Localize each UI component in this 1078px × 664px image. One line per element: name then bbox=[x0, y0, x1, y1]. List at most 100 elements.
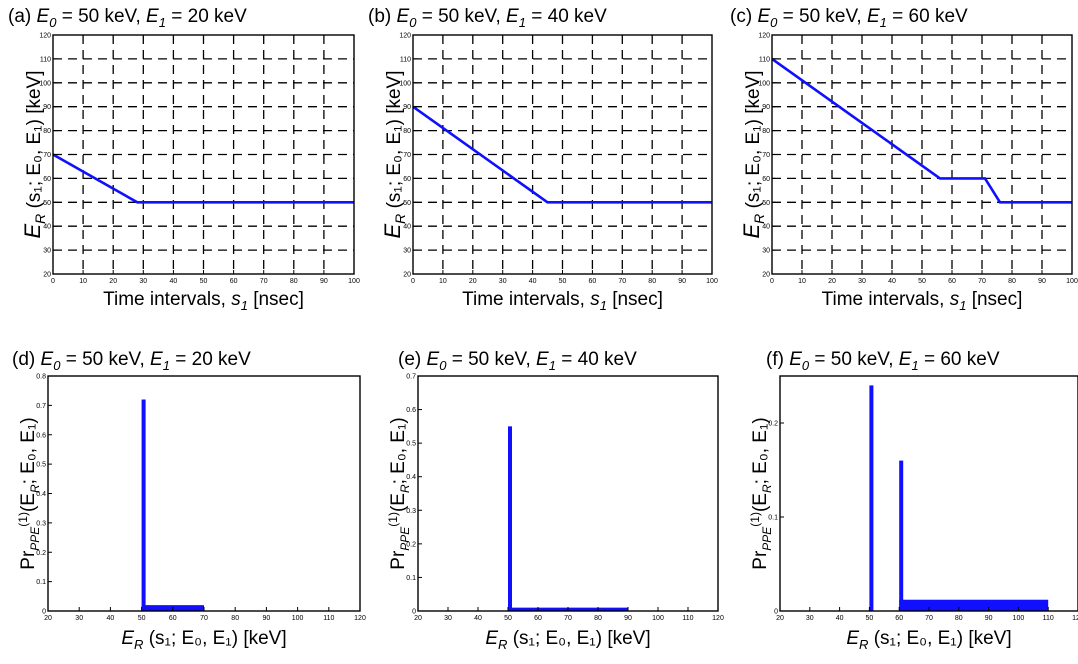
x-tick-label: 80 bbox=[648, 278, 656, 285]
x-axis-label: ER (s₁; E₀, E₁) [keV] bbox=[121, 628, 286, 652]
x-tick-label: 50 bbox=[866, 615, 874, 622]
series-line bbox=[52, 153, 354, 204]
x-tick-label: 40 bbox=[107, 615, 115, 622]
x-tick-label: 50 bbox=[918, 278, 926, 285]
y-tick-label: 120 bbox=[39, 33, 51, 40]
x-tick-label: 100 bbox=[292, 615, 304, 622]
y-tick-label: 80 bbox=[43, 128, 51, 135]
y-tick-label: 70 bbox=[403, 152, 411, 159]
x-tick-label: 40 bbox=[836, 615, 844, 622]
y-tick-label: 120 bbox=[758, 33, 770, 40]
y-axis-label: ER (s₁; E₀, E₁) [keV] bbox=[739, 71, 767, 239]
x-axis-label: Time intervals, s1 [nsec] bbox=[103, 289, 304, 313]
x-tick-label: 80 bbox=[1008, 278, 1016, 285]
y-tick-label: 0.1 bbox=[406, 575, 416, 582]
y-tick-label: 40 bbox=[762, 224, 770, 231]
x-tick-label: 70 bbox=[925, 615, 933, 622]
x-tick-label: 110 bbox=[1043, 615, 1054, 622]
y-tick-label: 100 bbox=[758, 80, 770, 87]
spike-bar bbox=[899, 460, 904, 611]
y-axis-label: ER (s₁; E₀, E₁) [keV] bbox=[20, 71, 48, 239]
x-tick-label: 110 bbox=[323, 615, 334, 622]
y-tick-label: 0.3 bbox=[36, 520, 46, 527]
x-tick-label: 70 bbox=[260, 278, 268, 285]
y-tick-label: 50 bbox=[403, 200, 411, 207]
x-tick-label: 100 bbox=[1013, 615, 1025, 622]
x-tick-label: 50 bbox=[200, 278, 208, 285]
x-tick-label: 100 bbox=[1066, 278, 1078, 285]
y-tick-label: 30 bbox=[43, 248, 51, 255]
y-tick-label: 80 bbox=[762, 128, 770, 135]
x-tick-label: 40 bbox=[170, 278, 178, 285]
y-tick-label: 100 bbox=[399, 80, 411, 87]
x-tick-label: 60 bbox=[589, 278, 597, 285]
chart-title: (d) E0 = 50 keV, E1 = 20 keV bbox=[12, 349, 251, 373]
x-tick-label: 90 bbox=[985, 615, 993, 622]
chart-title: (c) E0 = 50 keV, E1 = 60 keV bbox=[730, 6, 968, 30]
x-tick-label: 100 bbox=[652, 615, 664, 622]
y-tick-label: 0.4 bbox=[36, 491, 46, 498]
y-tick-label: 120 bbox=[399, 33, 411, 40]
x-tick-label: 100 bbox=[348, 278, 360, 285]
x-tick-label: 30 bbox=[499, 278, 507, 285]
x-tick-label: 30 bbox=[75, 615, 83, 622]
y-tick-label: 20 bbox=[762, 272, 770, 279]
chart-title: (e) E0 = 50 keV, E1 = 40 keV bbox=[398, 349, 637, 373]
x-tick-label: 80 bbox=[231, 615, 239, 622]
x-tick-label: 110 bbox=[682, 615, 693, 622]
x-tick-label: 90 bbox=[678, 278, 686, 285]
y-tick-label: 0.6 bbox=[406, 407, 416, 414]
x-tick-label: 70 bbox=[200, 615, 208, 622]
panel-c: 0 10 20 30 40 50 60 70 80 90 100 20 30 40 50 60 70 80 90 10… bbox=[730, 6, 1078, 313]
panel-d: 20 30 40 50 60 70 80 90 100 110 120 0 0.1 0.2 0.3 0.4 0.… bbox=[12, 349, 366, 652]
x-tick-label: 10 bbox=[798, 278, 806, 285]
x-tick-label: 100 bbox=[706, 278, 718, 285]
y-tick-label: 60 bbox=[403, 176, 411, 183]
x-tick-label: 20 bbox=[414, 615, 422, 622]
axes-frame bbox=[779, 375, 1078, 612]
x-tick-label: 30 bbox=[139, 278, 147, 285]
chart-title: (f) E0 = 50 keV, E1 = 60 keV bbox=[766, 349, 1000, 373]
x-tick-label: 30 bbox=[444, 615, 452, 622]
y-tick-label: 0.2 bbox=[768, 421, 778, 428]
x-tick-label: 20 bbox=[828, 278, 836, 285]
y-tick-label: 0.3 bbox=[406, 508, 416, 515]
y-tick-label: 0.5 bbox=[406, 441, 416, 448]
y-tick-label: 0.2 bbox=[406, 541, 416, 548]
x-tick-label: 0 bbox=[770, 278, 774, 285]
y-tick-label: 0.1 bbox=[768, 515, 778, 522]
chart-title: (a) E0 = 50 keV, E1 = 20 keV bbox=[8, 6, 247, 30]
y-tick-label: 110 bbox=[40, 56, 51, 63]
x-tick-label: 70 bbox=[564, 615, 572, 622]
y-tick-label: 0.8 bbox=[36, 374, 46, 381]
x-tick-label: 60 bbox=[230, 278, 238, 285]
y-tick-label: 0 bbox=[42, 609, 46, 616]
y-tick-label: 0.2 bbox=[36, 550, 46, 557]
x-tick-label: 60 bbox=[895, 615, 903, 622]
y-axis-label: PrPPE(1)(ER; E₀, E₁) bbox=[748, 417, 774, 569]
y-axis-label: PrPPE(1)(ER; E₀, E₁) bbox=[386, 417, 412, 569]
y-tick-label: 50 bbox=[43, 200, 51, 207]
spike-bar bbox=[141, 399, 146, 611]
x-axis-label: Time intervals, s1 [nsec] bbox=[462, 289, 663, 313]
y-tick-label: 40 bbox=[403, 224, 411, 231]
y-tick-label: 70 bbox=[762, 152, 770, 159]
x-tick-label: 10 bbox=[79, 278, 87, 285]
x-tick-label: 80 bbox=[955, 615, 963, 622]
y-tick-label: 0.6 bbox=[36, 432, 46, 439]
panel-f: 20 30 40 50 60 70 80 90 100 110 120 0 0.1 0.2 (f) E0 =… bbox=[748, 349, 1078, 652]
y-tick-label: 70 bbox=[43, 152, 51, 159]
y-axis-label: ER (s₁; E₀, E₁) [keV] bbox=[380, 71, 408, 239]
x-tick-label: 50 bbox=[559, 278, 567, 285]
x-tick-label: 60 bbox=[534, 615, 542, 622]
x-tick-label: 120 bbox=[1072, 615, 1078, 622]
x-tick-label: 0 bbox=[51, 278, 55, 285]
x-tick-label: 40 bbox=[474, 615, 482, 622]
x-axis-label: ER (s₁; E₀, E₁) [keV] bbox=[846, 628, 1011, 652]
axes-frame bbox=[417, 375, 719, 612]
panel-a: 0 10 20 30 40 50 60 70 80 90 100 20 30 40 50 60 70 80 90 10… bbox=[8, 6, 360, 313]
y-tick-label: 60 bbox=[762, 176, 770, 183]
x-tick-label: 40 bbox=[529, 278, 537, 285]
y-tick-label: 90 bbox=[403, 104, 411, 111]
